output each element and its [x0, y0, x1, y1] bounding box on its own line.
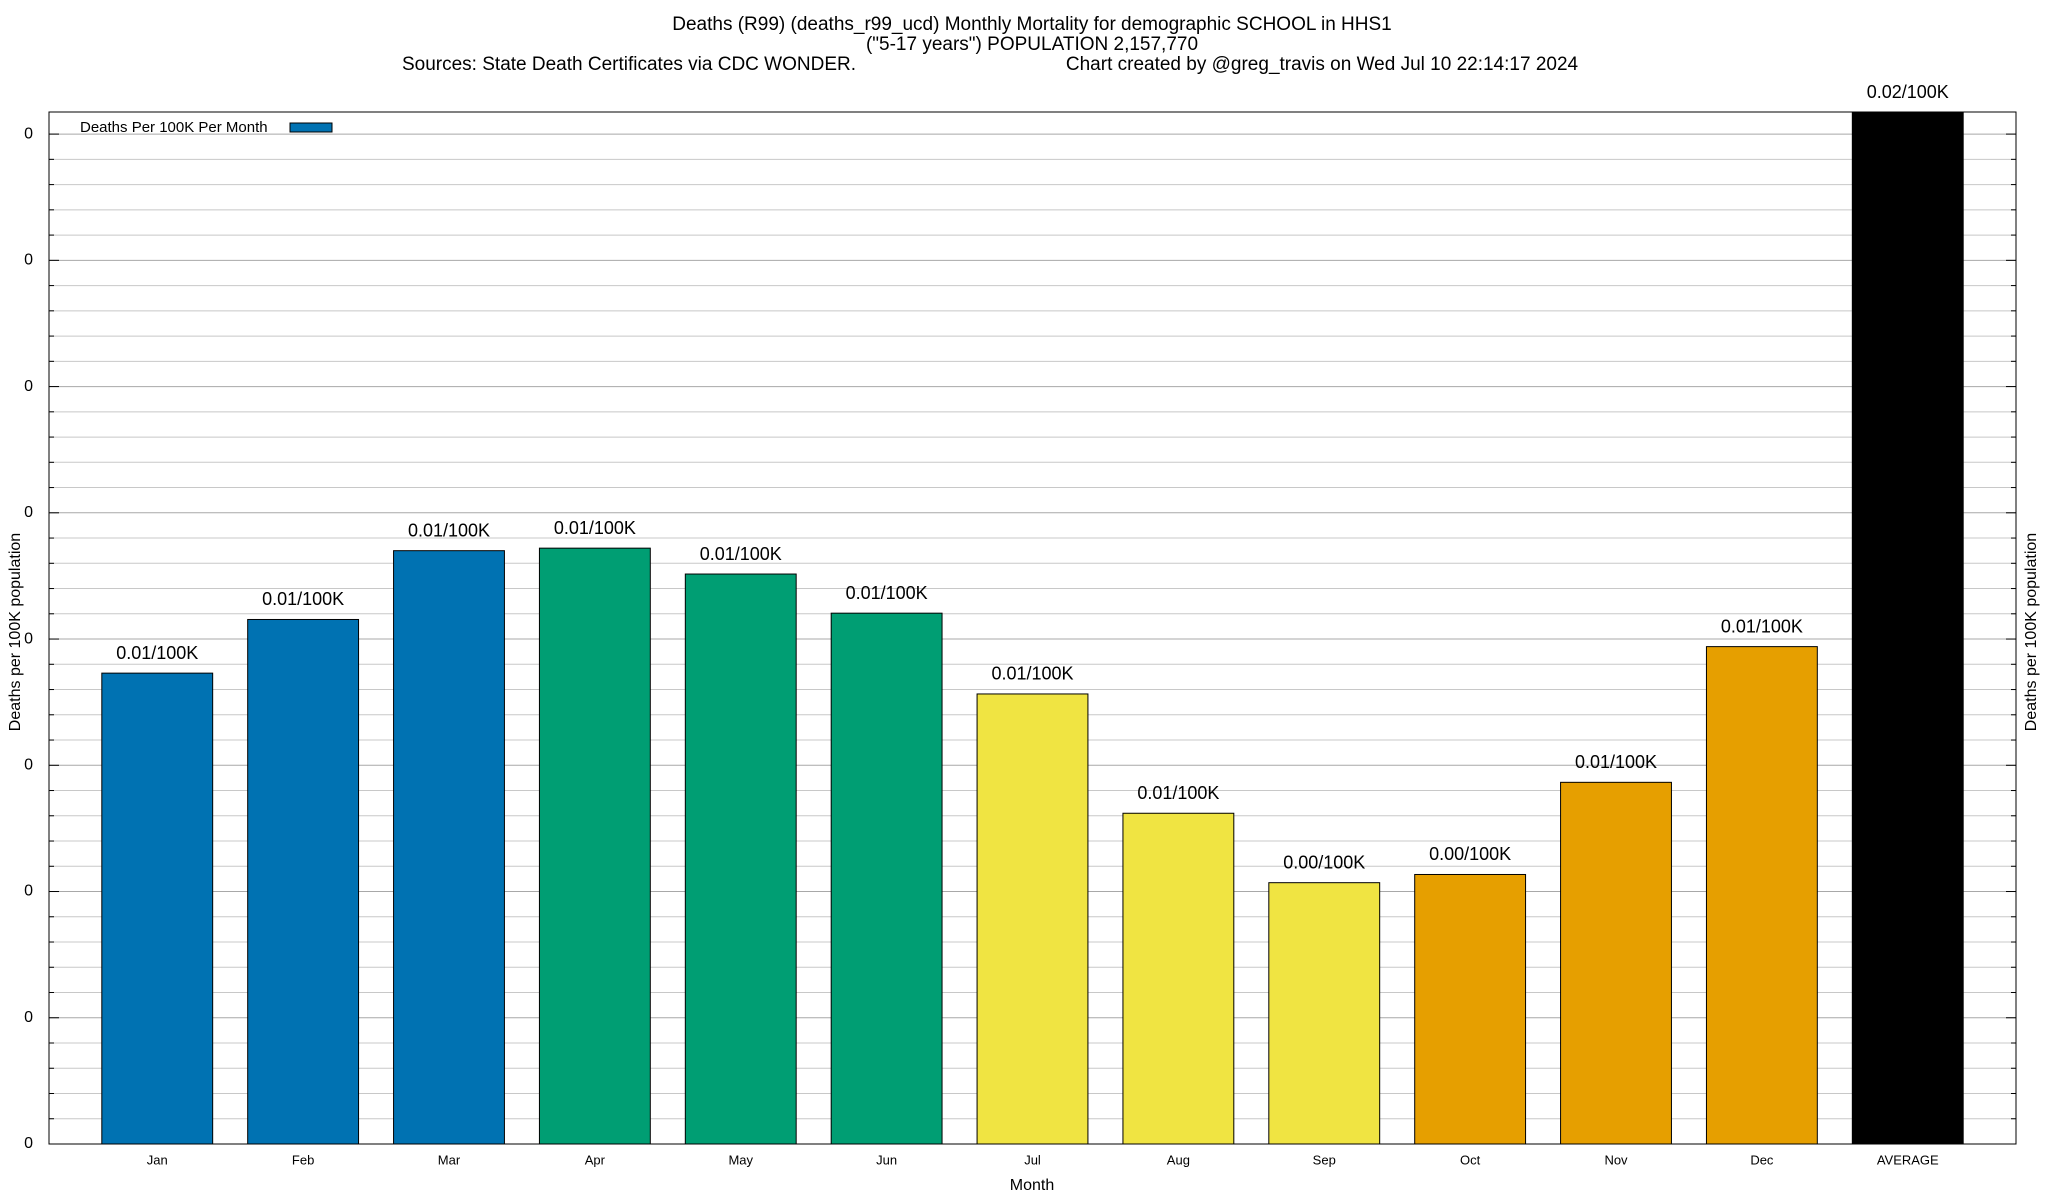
value-label: 0.01/100K [1721, 616, 1803, 636]
bar [101, 672, 214, 1145]
legend-label: Deaths Per 100K Per Month [80, 119, 268, 136]
y-tick-label: 0 [24, 757, 33, 774]
chart-sources: Sources: State Death Certificates via CD… [402, 54, 856, 75]
value-label: 0.01/100K [262, 589, 344, 609]
y-tick-label: 0 [24, 125, 33, 142]
value-label: 0.01/100K [700, 544, 782, 564]
y-axis-label: Deaths per 100K population [7, 533, 24, 731]
legend-swatch [289, 122, 333, 133]
x-tick-label: May [728, 1152, 753, 1167]
bar [1560, 781, 1672, 1145]
y-tick-label: 0 [24, 883, 33, 900]
chart-subtitle: ("5-17 years") POPULATION 2,157,770 [866, 34, 1198, 55]
x-tick-label: Jul [1024, 1152, 1041, 1167]
value-label: 0.01/100K [1137, 783, 1219, 803]
x-tick-label: Feb [292, 1152, 314, 1167]
value-label: 0.01/100K [116, 643, 198, 663]
bar [1268, 882, 1381, 1145]
x-tick-label: Sep [1313, 1152, 1336, 1167]
x-tick-label: Jan [147, 1152, 168, 1167]
x-tick-label: Nov [1604, 1152, 1628, 1167]
y-tick-label: 0 [24, 1009, 33, 1026]
value-label: 0.00/100K [1429, 844, 1511, 864]
bar [247, 618, 360, 1145]
x-tick-label: Apr [585, 1152, 606, 1167]
bar [1414, 873, 1527, 1145]
bar [684, 573, 797, 1145]
value-label: 0.00/100K [1283, 852, 1365, 872]
bar [393, 550, 505, 1145]
x-tick-label: Dec [1750, 1152, 1774, 1167]
bar [830, 612, 943, 1145]
y-tick-label: 0 [24, 1135, 33, 1152]
y-tick-label: 0 [24, 252, 33, 269]
x-tick-label: Jun [876, 1152, 897, 1167]
bar [1851, 111, 1964, 1145]
bar [1122, 812, 1235, 1145]
value-label: 0.01/100K [554, 518, 636, 538]
value-label: 0.01/100K [408, 520, 490, 540]
y-tick-label: 0 [24, 378, 33, 395]
value-label: 0.01/100K [1575, 752, 1657, 772]
bar [976, 693, 1089, 1145]
plot-frame [48, 111, 2017, 1145]
bar [1705, 646, 1818, 1145]
x-tick-label: Mar [438, 1152, 461, 1167]
x-tick-label: AVERAGE [1877, 1152, 1939, 1167]
value-label: 0.02/100K [1867, 82, 1949, 102]
chart-credit: Chart created by @greg_travis on Wed Jul… [1066, 54, 1579, 75]
value-label: 0.01/100K [991, 664, 1073, 684]
value-label: 0.01/100K [846, 583, 928, 603]
x-tick-label: Oct [1460, 1152, 1481, 1167]
y2-axis-label: Deaths per 100K population [2023, 533, 2040, 731]
bar [538, 547, 651, 1145]
x-tick-label: Aug [1167, 1152, 1190, 1167]
chart-title: Deaths (R99) (deaths_r99_ucd) Monthly Mo… [672, 14, 1392, 35]
x-axis-label: Month [1010, 1177, 1054, 1194]
y-tick-label: 0 [24, 504, 33, 521]
y-tick-label: 0 [24, 630, 33, 647]
